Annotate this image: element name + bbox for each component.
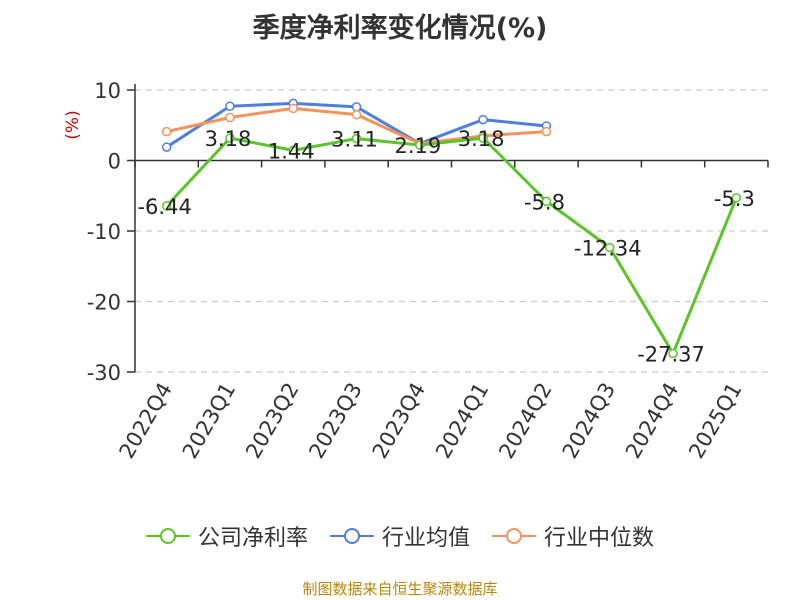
x-tick-label: 2023Q2 <box>241 379 303 463</box>
x-tick-label: 2024Q2 <box>494 379 556 463</box>
data-point <box>605 242 615 253</box>
data-label: -6.44 <box>137 195 191 219</box>
data-point <box>161 142 172 152</box>
data-label: 2.19 <box>394 134 441 158</box>
chart-title: 季度净利率变化情况(%) <box>252 13 548 44</box>
data-point <box>415 140 425 150</box>
y-tick-label: -30 <box>87 361 121 385</box>
x-tick-label: 2024Q1 <box>431 379 493 463</box>
legend-label-industry-median: 行业中位数 <box>544 526 655 551</box>
legend-marker-industry-mean <box>329 528 374 544</box>
data-label: 1.44 <box>268 139 315 163</box>
source-note: 制图数据来自恒生聚源数据库 <box>302 580 498 598</box>
data-label: -5.3 <box>714 187 755 211</box>
data-label: -5.8 <box>524 190 565 214</box>
x-tick-label: 2023Q3 <box>304 379 366 463</box>
data-point <box>731 193 742 203</box>
x-tick-label: 2024Q3 <box>558 379 620 463</box>
legend: 公司净利率 行业均值 行业中位数 <box>0 520 800 552</box>
legend-marker-company <box>145 528 190 544</box>
data-point <box>225 133 235 143</box>
x-tick-label: 2024Q4 <box>621 379 683 463</box>
data-point <box>288 145 298 156</box>
x-tick-label: 2023Q4 <box>368 379 430 463</box>
data-label: 3.18 <box>458 127 505 151</box>
data-point <box>225 112 235 123</box>
x-tick-label: 2022Q4 <box>115 379 177 463</box>
data-point <box>351 102 362 112</box>
data-label: 3.18 <box>205 127 252 151</box>
data-point <box>161 201 172 211</box>
series-line <box>165 136 738 355</box>
legend-item-industry-mean[interactable]: 行业均值 <box>329 520 470 552</box>
data-label: -12.34 <box>574 236 642 260</box>
y-tick-label: -20 <box>87 291 121 315</box>
data-point <box>478 114 488 125</box>
x-tick-label: 2023Q1 <box>178 379 240 463</box>
legend-label-industry-mean: 行业均值 <box>381 526 470 551</box>
x-tick-label: 2025Q1 <box>684 379 746 463</box>
data-point <box>478 133 488 143</box>
data-point <box>225 101 235 111</box>
y-tick-label: 10 <box>94 79 121 103</box>
data-point <box>541 196 552 207</box>
data-point <box>668 348 678 359</box>
legend-label-company: 公司净利率 <box>197 526 308 551</box>
legend-item-industry-median[interactable]: 行业中位数 <box>492 520 654 552</box>
y-tick-label: 0 <box>108 150 121 174</box>
legend-item-company[interactable]: 公司净利率 <box>145 520 308 552</box>
data-point <box>288 103 298 114</box>
data-point <box>541 126 552 137</box>
data-point <box>351 109 362 120</box>
data-label: -27.37 <box>637 342 705 366</box>
data-point <box>161 126 172 137</box>
data-point <box>351 133 362 144</box>
legend-marker-industry-median <box>492 528 536 544</box>
data-label: 3.11 <box>331 128 378 152</box>
y-tick-label: -10 <box>87 220 121 244</box>
y-axis-label: (%) <box>63 110 83 139</box>
